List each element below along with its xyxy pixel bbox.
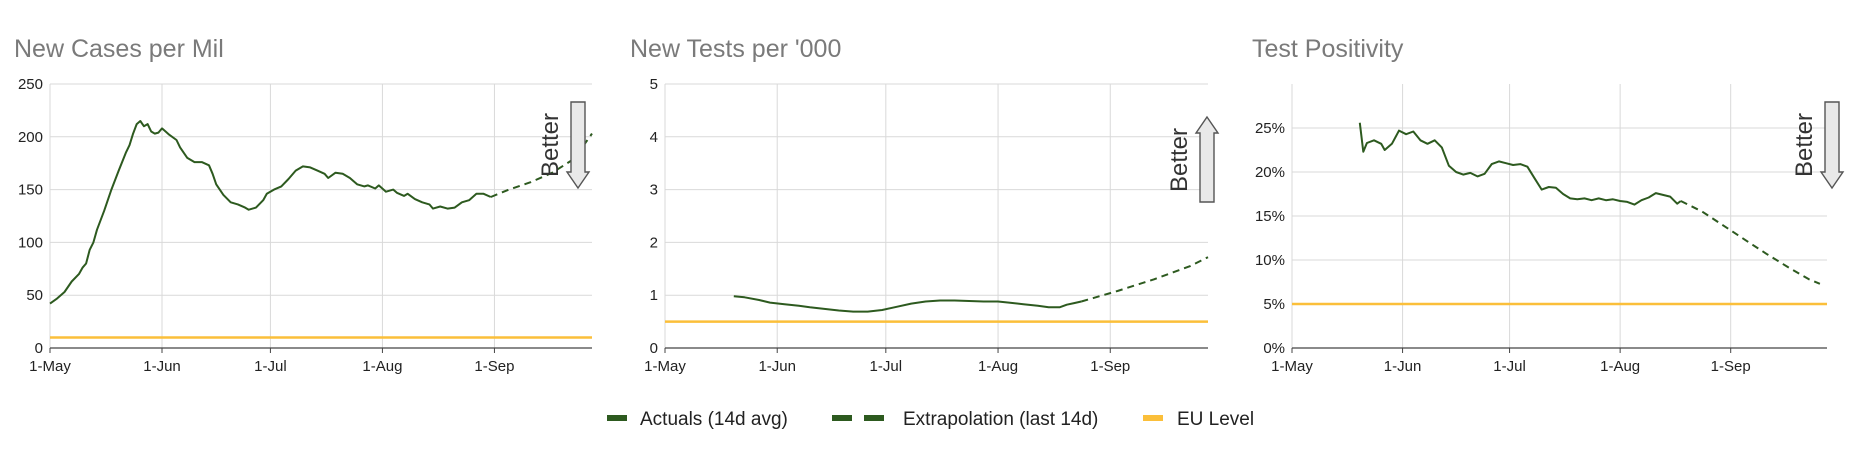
y-tick-label: 0% [1263, 340, 1285, 357]
legend-label: Actuals (14d avg) [640, 409, 788, 430]
legend: Actuals (14d avg) Extrapolation (last 14d… [607, 409, 1254, 430]
x-tick-label: 1-Jul [254, 358, 287, 375]
chart-title: Test Positivity [1252, 35, 1404, 63]
y-tick-label: 0 [650, 340, 658, 357]
y-tick-label: 50 [26, 287, 43, 304]
x-tick-label: 1-Jul [870, 358, 903, 375]
better-label: Better [1791, 113, 1818, 177]
y-tick-label: 100 [18, 234, 43, 251]
better-arrow-icon [1194, 115, 1220, 203]
chart-panel-3: Test Positivity 0% 5% 10% 15% 20% 25% 1-May 1-Ju… [1252, 35, 1845, 375]
legend-item: EU Level [1143, 409, 1254, 430]
y-tick-label: 0 [35, 340, 43, 357]
y-tick-label: 250 [18, 76, 43, 93]
legend-item: Actuals (14d avg) [607, 409, 788, 430]
x-tick-label: 1-May [1271, 358, 1313, 375]
y-tick-label: 20% [1255, 164, 1285, 181]
better-label: Better [1166, 128, 1193, 192]
x-tick-label: 1-Jun [1384, 358, 1422, 375]
better-arrow-icon [1819, 101, 1845, 190]
extrapolation-line [1081, 256, 1209, 303]
x-tick-label: 1-Sep [1090, 358, 1130, 375]
y-tick-label: 150 [18, 182, 43, 199]
y-tick-label: 3 [650, 182, 658, 199]
y-tick-label: 10% [1255, 252, 1285, 269]
chart-title: New Tests per '000 [630, 35, 841, 63]
better-indicator: Better [1166, 115, 1220, 203]
legend-label: EU Level [1177, 409, 1254, 430]
x-tick-label: 1-Aug [978, 358, 1018, 375]
chart-panel-1: New Cases per Mil 0 50 100 150 200 250 1-May 1-J… [14, 35, 593, 375]
better-arrow-icon [565, 101, 591, 190]
y-tick-label: 2 [650, 234, 658, 251]
y-tick-label: 200 [18, 129, 43, 146]
y-tick-label: 1 [650, 287, 658, 304]
x-tick-label: 1-Aug [362, 358, 402, 375]
y-tick-label: 5% [1263, 296, 1285, 313]
better-label: Better [537, 113, 564, 177]
x-tick-label: 1-Aug [1600, 358, 1640, 375]
legend-label: Extrapolation (last 14d) [903, 409, 1098, 430]
actuals-line [733, 295, 1082, 313]
x-tick-label: 1-Sep [474, 358, 514, 375]
y-tick-label: 5 [650, 76, 658, 93]
chart-panel-2: New Tests per '000 0 1 2 3 4 5 1-May 1-Jun 1-Jul 1… [630, 35, 1220, 375]
better-indicator: Better [1791, 101, 1845, 190]
chart-title: New Cases per Mil [14, 35, 224, 63]
y-tick-label: 15% [1255, 208, 1285, 225]
x-tick-label: 1-Jul [1493, 358, 1526, 375]
actuals-line [1358, 122, 1682, 206]
x-tick-label: 1-Jun [758, 358, 796, 375]
legend-item: Extrapolation (last 14d) [832, 409, 1098, 430]
x-tick-label: 1-May [29, 358, 71, 375]
y-tick-label: 4 [650, 129, 658, 146]
x-tick-label: 1-Sep [1711, 358, 1751, 375]
y-tick-label: 25% [1255, 120, 1285, 137]
x-tick-label: 1-Jun [143, 358, 181, 375]
extrapolation-line [1680, 200, 1821, 285]
actuals-line [49, 120, 492, 305]
better-indicator: Better [537, 101, 591, 190]
x-tick-label: 1-May [644, 358, 686, 375]
